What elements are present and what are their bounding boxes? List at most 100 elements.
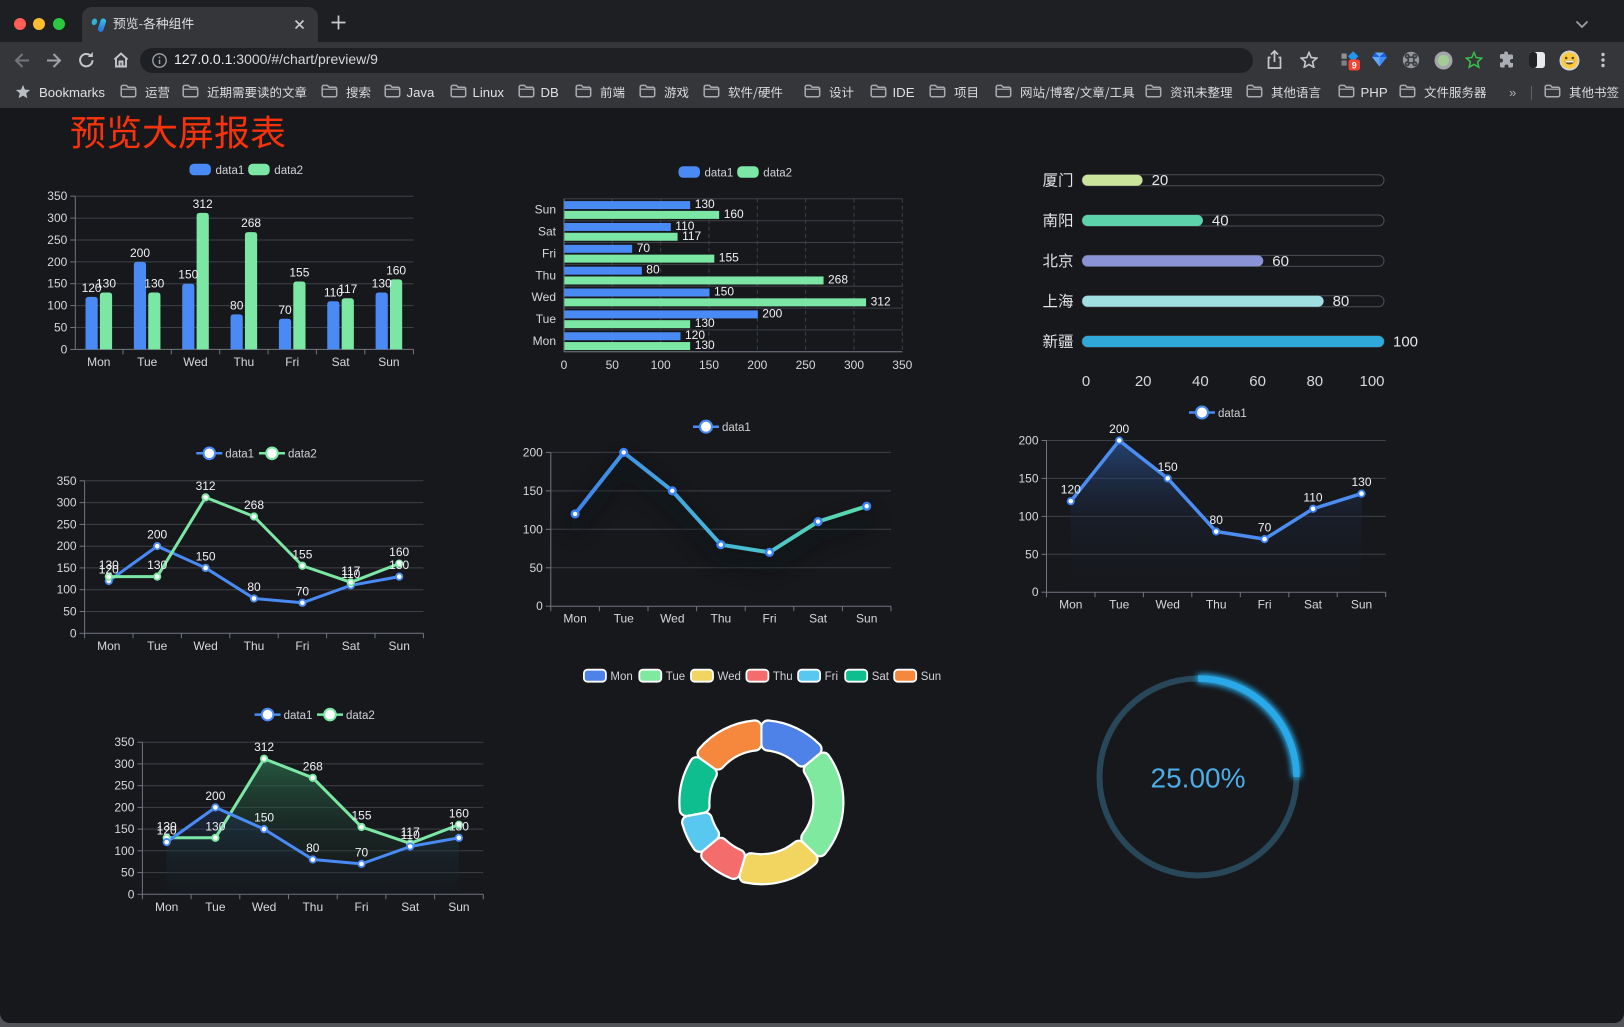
svg-text:Wed: Wed	[1155, 598, 1179, 612]
svg-text:Fri: Fri	[355, 900, 369, 914]
svg-text:130: 130	[695, 338, 715, 352]
svg-text:100: 100	[114, 844, 134, 858]
svg-text:350: 350	[47, 189, 67, 203]
svg-text:160: 160	[449, 806, 469, 820]
svg-text:350: 350	[892, 358, 912, 372]
svg-text:Sun: Sun	[921, 671, 941, 683]
svg-text:Thu: Thu	[302, 900, 323, 914]
svg-text:155: 155	[289, 266, 309, 280]
svg-text:150: 150	[178, 268, 198, 282]
svg-text:Sun: Sun	[378, 355, 399, 369]
svg-text:200: 200	[762, 306, 782, 320]
svg-text:200: 200	[130, 246, 150, 260]
svg-text:80: 80	[306, 841, 320, 855]
svg-text:110: 110	[675, 219, 694, 233]
svg-text:70: 70	[1258, 521, 1272, 535]
svg-text:70: 70	[296, 584, 310, 598]
svg-text:300: 300	[47, 211, 67, 225]
svg-text:117: 117	[682, 229, 701, 243]
svg-text:Mon: Mon	[610, 671, 632, 683]
svg-text:Fri: Fri	[285, 355, 299, 369]
svg-text:data1: data1	[722, 422, 751, 434]
svg-text:50: 50	[54, 321, 68, 335]
svg-text:150: 150	[254, 811, 274, 825]
svg-text:40: 40	[1212, 213, 1229, 230]
svg-text:300: 300	[114, 757, 134, 771]
svg-text:Mon: Mon	[1059, 598, 1082, 612]
svg-text:50: 50	[63, 605, 77, 619]
svg-text:Sun: Sun	[856, 612, 877, 626]
svg-text:Fri: Fri	[825, 671, 838, 683]
svg-text:268: 268	[244, 498, 264, 512]
svg-text:130: 130	[695, 316, 715, 330]
svg-text:100: 100	[1359, 373, 1384, 390]
svg-text:data1: data1	[705, 168, 734, 180]
svg-text:300: 300	[57, 496, 77, 510]
svg-text:Tue: Tue	[536, 312, 557, 326]
svg-text:100: 100	[1393, 334, 1418, 351]
svg-text:80: 80	[230, 298, 244, 312]
svg-text:200: 200	[205, 789, 225, 803]
svg-text:Tue: Tue	[205, 900, 226, 914]
svg-text:110: 110	[341, 567, 360, 581]
svg-text:50: 50	[1025, 547, 1039, 561]
svg-text:Thu: Thu	[711, 612, 732, 626]
svg-text:50: 50	[606, 358, 620, 372]
svg-text:data2: data2	[346, 710, 375, 722]
svg-text:Sat: Sat	[342, 639, 361, 653]
svg-text:80: 80	[1333, 293, 1350, 310]
svg-text:200: 200	[114, 800, 134, 814]
svg-text:70: 70	[278, 303, 292, 317]
svg-text:Mon: Mon	[533, 334, 556, 348]
svg-text:Fri: Fri	[295, 639, 309, 653]
svg-text:120: 120	[99, 563, 119, 577]
svg-text:Sat: Sat	[1304, 598, 1323, 612]
svg-text:0: 0	[61, 342, 68, 356]
svg-text:200: 200	[523, 445, 543, 459]
svg-text:155: 155	[351, 808, 371, 822]
svg-text:50: 50	[529, 561, 543, 575]
svg-text:350: 350	[114, 735, 134, 749]
svg-text:117: 117	[338, 282, 357, 296]
svg-text:Sun: Sun	[389, 639, 410, 653]
svg-text:200: 200	[147, 528, 167, 542]
svg-text:Thu: Thu	[1206, 598, 1227, 612]
svg-text:60: 60	[1249, 373, 1266, 390]
svg-text:Wed: Wed	[660, 612, 684, 626]
svg-text:130: 130	[96, 277, 116, 291]
svg-text:Sun: Sun	[1351, 598, 1372, 612]
svg-text:70: 70	[355, 845, 369, 859]
svg-text:150: 150	[699, 358, 719, 372]
svg-text:40: 40	[1192, 373, 1209, 390]
svg-text:Mon: Mon	[563, 612, 586, 626]
svg-text:Fri: Fri	[1258, 598, 1272, 612]
svg-text:data1: data1	[225, 449, 254, 461]
svg-text:268: 268	[828, 273, 848, 287]
svg-text:200: 200	[1018, 434, 1038, 448]
svg-text:155: 155	[292, 547, 312, 561]
svg-text:Sun: Sun	[448, 900, 469, 914]
svg-text:130: 130	[695, 197, 715, 211]
svg-text:130: 130	[147, 558, 167, 572]
svg-text:150: 150	[714, 285, 734, 299]
svg-text:150: 150	[57, 561, 77, 575]
svg-text:Mon: Mon	[155, 900, 178, 914]
svg-text:80: 80	[1210, 513, 1224, 527]
svg-text:Thu: Thu	[773, 671, 793, 683]
svg-text:70: 70	[637, 241, 651, 255]
svg-text:0: 0	[561, 358, 568, 372]
svg-text:100: 100	[1018, 509, 1038, 523]
svg-text:110: 110	[1303, 490, 1322, 504]
svg-text:200: 200	[57, 539, 77, 553]
svg-text:130: 130	[144, 277, 164, 291]
svg-text:20: 20	[1152, 172, 1169, 189]
svg-text:data2: data2	[288, 449, 317, 461]
svg-text:117: 117	[401, 825, 420, 839]
svg-text:312: 312	[196, 479, 216, 493]
svg-text:Mon: Mon	[97, 639, 120, 653]
svg-text:160: 160	[389, 545, 409, 559]
svg-text:130: 130	[99, 558, 119, 572]
svg-text:0: 0	[1082, 373, 1090, 390]
svg-text:Wed: Wed	[183, 355, 207, 369]
svg-text:150: 150	[1018, 471, 1038, 485]
